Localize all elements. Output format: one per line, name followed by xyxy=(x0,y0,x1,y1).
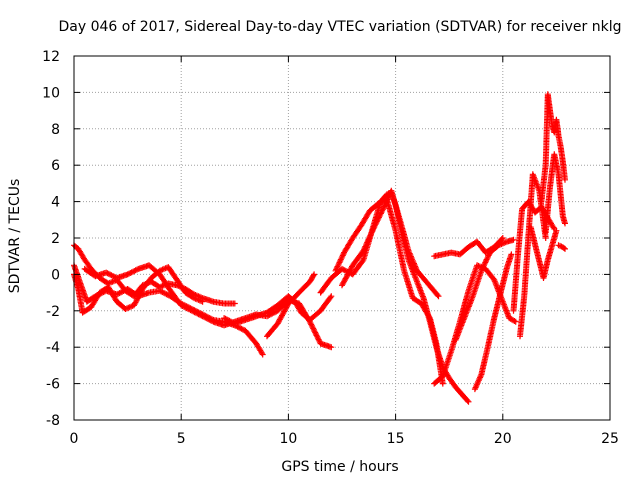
data-point xyxy=(512,318,519,325)
data-point xyxy=(562,176,568,183)
data-point xyxy=(238,325,245,332)
series-sat-r xyxy=(542,151,568,236)
data-point xyxy=(464,397,471,404)
data-point xyxy=(164,291,171,298)
series-sat-m xyxy=(471,251,515,393)
data-point xyxy=(327,294,334,301)
data-point xyxy=(311,271,318,278)
y-tick-label: 12 xyxy=(42,49,60,65)
data-point xyxy=(542,235,549,241)
data-point xyxy=(510,236,517,243)
chart-title: Day 046 of 2017, Sidereal Day-to-day VTE… xyxy=(59,19,622,35)
data-point xyxy=(134,266,140,273)
data-point xyxy=(328,293,335,300)
x-tick-label: 0 xyxy=(70,431,79,447)
y-tick-label: -6 xyxy=(46,377,60,393)
y-tick-label: 0 xyxy=(51,267,60,283)
data-point xyxy=(439,380,446,387)
y-tick-label: -2 xyxy=(46,304,60,320)
y-tick-label: -8 xyxy=(46,413,60,429)
series-sat-s xyxy=(555,242,568,252)
axis-ticks: 0 5 10 15 20 25 -8 -6 -4 -2 0 2 4 6 8 10 12 xyxy=(42,49,619,447)
series-sat-f xyxy=(264,271,318,340)
data-point xyxy=(221,315,228,322)
data-point xyxy=(198,312,205,319)
data-point xyxy=(372,221,379,228)
data-point xyxy=(562,245,568,252)
data-point xyxy=(308,321,315,328)
series-sat-q xyxy=(538,91,568,205)
data-point xyxy=(562,220,568,227)
data-point xyxy=(511,318,518,324)
x-tick-label: 25 xyxy=(601,431,619,447)
data-point xyxy=(553,227,560,234)
x-tick-label: 5 xyxy=(177,431,186,447)
data-point xyxy=(103,269,110,276)
y-tick-label: -4 xyxy=(46,340,60,356)
y-tick-label: 10 xyxy=(42,85,60,101)
series-sat-h xyxy=(332,196,446,387)
data-point xyxy=(368,229,375,236)
data-point xyxy=(259,351,266,358)
series-sat-l xyxy=(452,236,517,343)
x-tick-label: 20 xyxy=(494,431,512,447)
data-point xyxy=(508,251,515,258)
x-tick-label: 10 xyxy=(279,431,297,447)
data-point xyxy=(199,298,206,305)
data-point xyxy=(560,245,567,251)
data-point xyxy=(111,273,118,280)
data-point xyxy=(426,313,433,320)
data-point xyxy=(434,292,441,299)
y-tick-label: 2 xyxy=(51,231,60,247)
y-tick-label: 6 xyxy=(51,158,60,174)
data-point xyxy=(465,398,472,405)
data-point xyxy=(499,235,506,241)
series-sat-e xyxy=(221,293,335,327)
series-sat-i xyxy=(339,187,442,300)
x-tick-label: 15 xyxy=(387,431,405,447)
x-axis-label: GPS time / hours xyxy=(281,459,398,475)
grid xyxy=(74,56,610,420)
data-point xyxy=(328,344,335,351)
data-point xyxy=(310,272,317,279)
y-tick-label: 8 xyxy=(51,122,60,138)
y-axis-label: SDTVAR / TECUs xyxy=(7,179,23,294)
data-points xyxy=(71,91,568,405)
series-sat-p xyxy=(527,224,560,281)
data-point xyxy=(231,300,238,307)
data-point xyxy=(435,293,442,300)
y-tick-label: 4 xyxy=(51,195,60,211)
